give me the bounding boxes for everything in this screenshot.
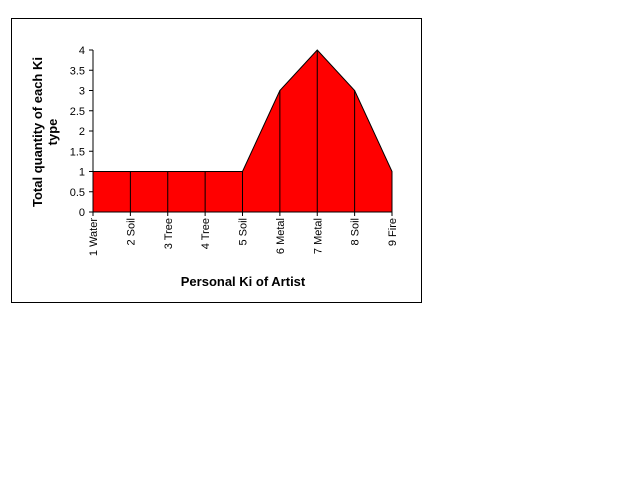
y-axis-ticks: 0 0.5 1 1.5 2 2.5 3 3.5 4 xyxy=(70,45,93,219)
area-chart: 0 0.5 1 1.5 2 2.5 3 3.5 4 1 Water 2 Soil 3 Tree 4 T… xyxy=(30,45,399,289)
y-tick-label: 0.5 xyxy=(70,187,85,199)
x-tick-label: 9 Fire xyxy=(387,218,399,246)
y-tick-label: 3.5 xyxy=(70,65,85,77)
y-tick-label: 1 xyxy=(79,167,85,179)
x-axis-title: Personal Ki of Artist xyxy=(181,274,306,289)
y-axis-title-line-2: type xyxy=(45,119,60,146)
x-tick-label: 3 Tree xyxy=(163,218,175,249)
plot-area xyxy=(92,49,393,213)
chart-frame: 0 0.5 1 1.5 2 2.5 3 3.5 4 1 Water 2 Soil 3 Tree 4 T… xyxy=(11,18,422,303)
x-tick-label: 8 Soil xyxy=(350,218,362,246)
y-tick-label: 0 xyxy=(79,207,85,219)
x-tick-label: 1 Water xyxy=(88,218,100,256)
y-tick-label: 2 xyxy=(79,126,85,138)
y-tick-label: 4 xyxy=(79,45,85,57)
x-tick-label: 6 Metal xyxy=(275,218,287,254)
y-axis-title-line-1: Total quantity of each Ki xyxy=(30,57,45,207)
y-tick-label: 3 xyxy=(79,86,85,98)
y-tick-label: 2.5 xyxy=(70,106,85,118)
x-tick-label: 2 Soil xyxy=(125,218,137,246)
x-tick-label: 5 Soil xyxy=(238,218,250,246)
x-tick-label: 7 Metal xyxy=(312,218,324,254)
x-axis-ticks: 1 Water 2 Soil 3 Tree 4 Tree 5 Soil 6 Metal 7 … xyxy=(88,212,399,256)
y-tick-label: 1.5 xyxy=(70,146,85,158)
x-tick-label: 4 Tree xyxy=(200,218,212,249)
